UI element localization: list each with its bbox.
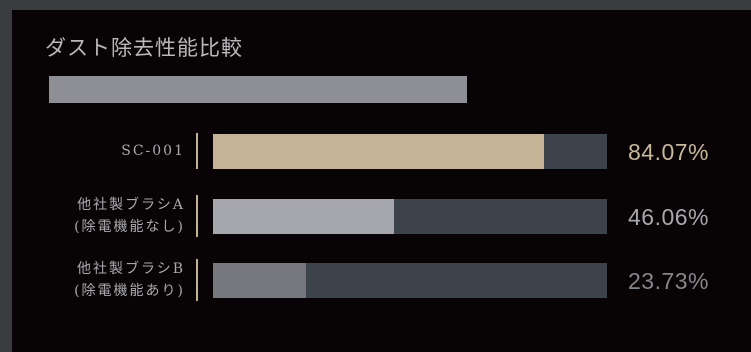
category-label-line: (除電機能あり) [74, 283, 185, 299]
category-label: 他社製ブラシB (除電機能あり) [74, 258, 185, 302]
bar [213, 199, 395, 234]
category-label: SC-001 [121, 140, 185, 162]
title-underline-bar [49, 76, 467, 103]
category-label-line: SC-001 [121, 143, 185, 159]
label-divider [196, 195, 198, 237]
category-label-line: (除電機能なし) [74, 219, 185, 235]
bar-track [213, 134, 607, 169]
bar-track [213, 199, 607, 234]
category-label-line: 他社製ブラシB [76, 261, 185, 277]
category-label: 他社製ブラシA (除電機能なし) [74, 194, 185, 238]
value-label: 84.07% [628, 139, 710, 165]
bar [213, 263, 307, 298]
bar [213, 134, 545, 169]
chart-panel: ダスト除去性能比較 SC-001 84.07% 他社製ブラシA (除電機能なし) 46.… [12, 10, 751, 352]
category-label-line: 他社製ブラシA [77, 197, 185, 213]
label-divider [196, 133, 198, 169]
value-label: 46.06% [628, 204, 710, 230]
chart-title: ダスト除去性能比較 [45, 36, 243, 60]
label-divider [196, 259, 198, 301]
value-label: 23.73% [628, 268, 710, 294]
bar-track [213, 263, 607, 298]
